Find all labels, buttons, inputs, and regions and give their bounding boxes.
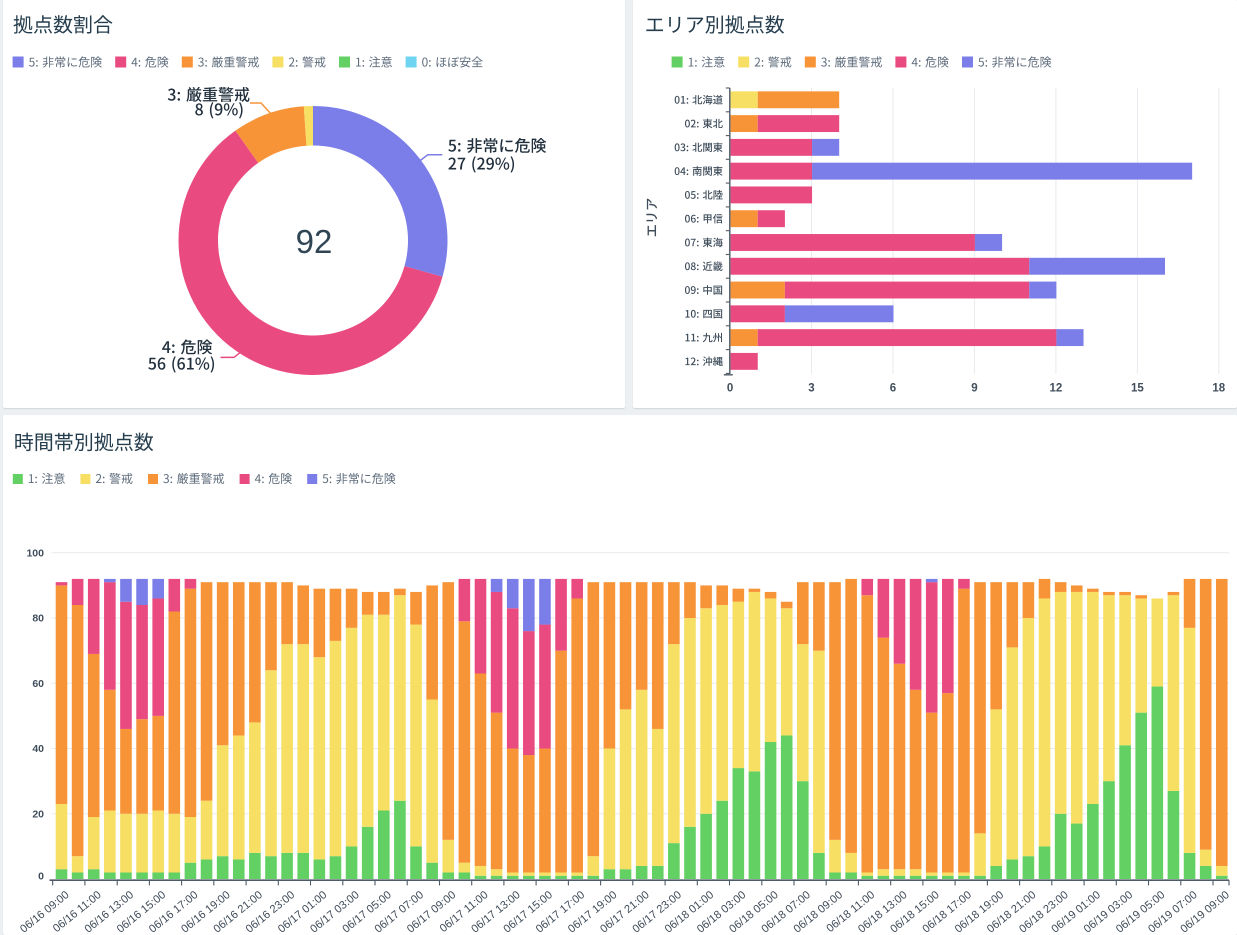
svg-text:18: 18 [1212,383,1225,395]
svg-text:40: 40 [32,743,44,755]
svg-text:0: 0 [38,871,44,883]
svg-text:12: 12 [1050,383,1063,395]
svg-text:80: 80 [32,613,44,625]
svg-text:20: 20 [32,808,44,820]
svg-text:15: 15 [1131,383,1144,395]
svg-text:92: 92 [296,223,333,260]
svg-text:9: 9 [971,383,977,395]
svg-text:3: 3 [808,383,814,395]
svg-text:60: 60 [32,678,44,690]
svg-text:0: 0 [727,383,733,395]
svg-text:6: 6 [890,383,896,395]
svg-text:100: 100 [26,547,44,559]
